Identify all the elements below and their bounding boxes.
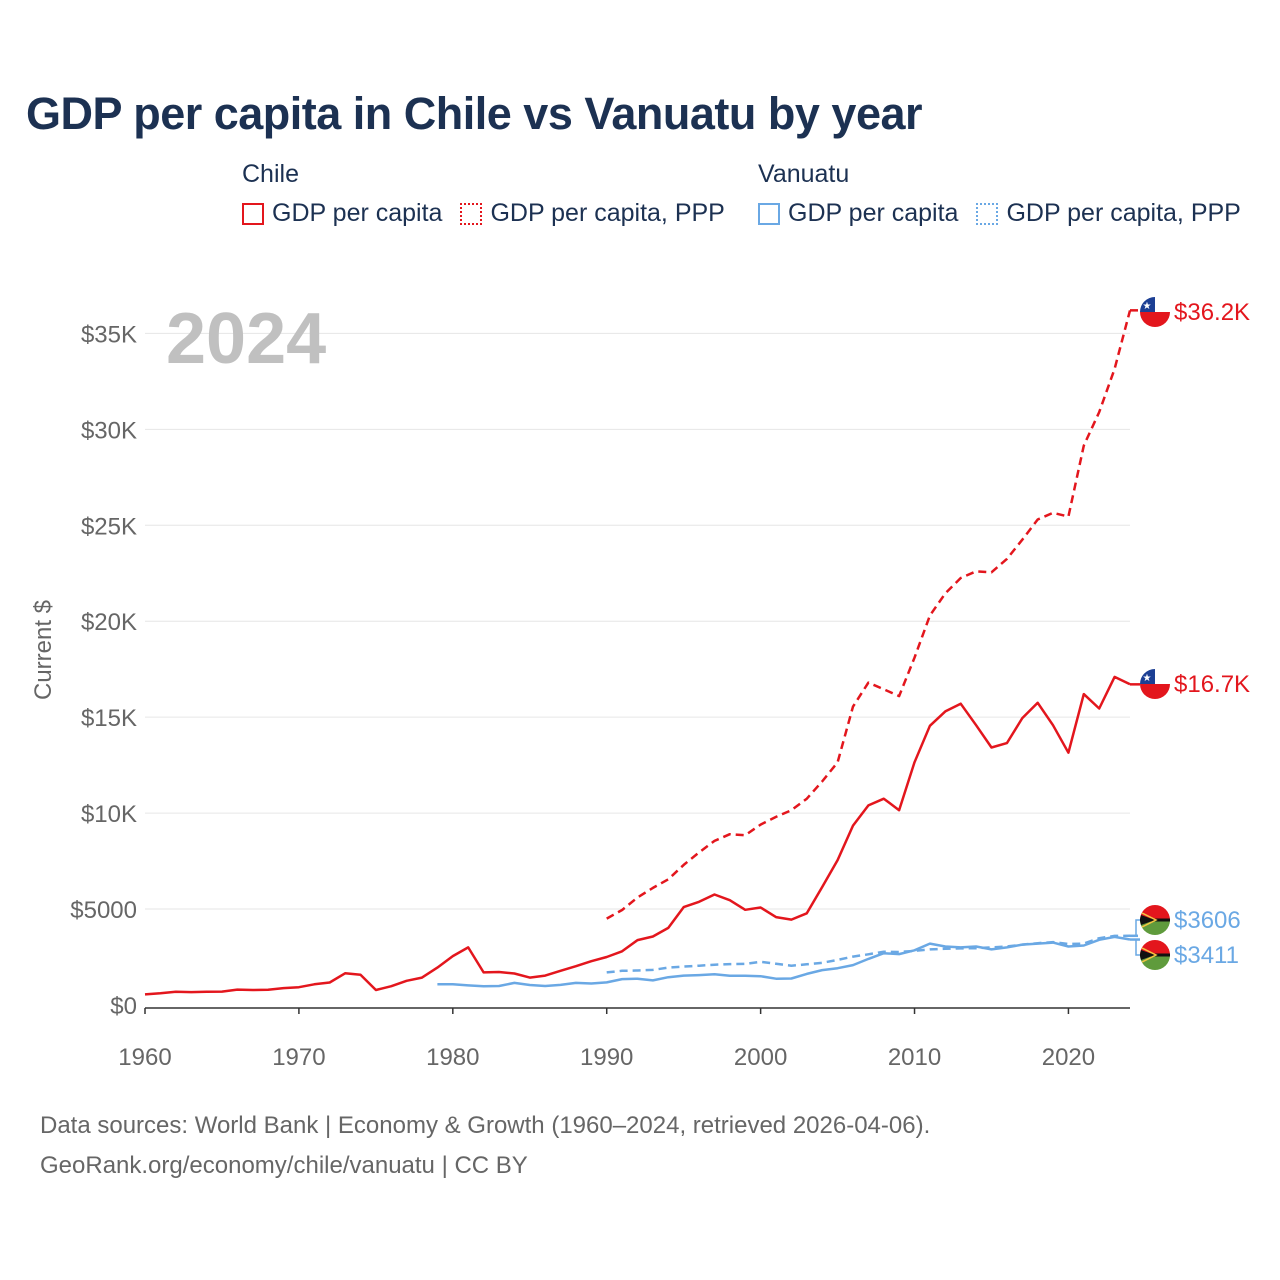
flag-blue-canton <box>1140 297 1155 312</box>
legend-swatch-dotted-icon <box>976 202 999 225</box>
x-tick-label: 2000 <box>734 1044 787 1071</box>
x-tick-label: 1960 <box>118 1044 171 1071</box>
y-tick-label: $35K <box>81 321 137 348</box>
legend-group-chile: Chile GDP per capita GDP per capita, PPP <box>242 160 725 228</box>
series-end-label: $36.2K <box>1174 299 1250 326</box>
flag-star-icon: ★ <box>1143 673 1152 684</box>
x-tick-label: 2010 <box>888 1044 941 1071</box>
label-connector <box>1130 919 1142 937</box>
legend-group-vanuatu: Vanuatu GDP per capita GDP per capita, P… <box>758 160 1241 228</box>
chile-flag-icon: ★ <box>1140 297 1170 327</box>
footer: Data sources: World Bank | Economy & Gro… <box>40 1106 930 1186</box>
legend-item-chile-gdp-ppp[interactable]: GDP per capita, PPP <box>460 199 725 228</box>
series-end-label: $16.7K <box>1174 671 1250 698</box>
x-tick-label: 2020 <box>1042 1044 1095 1071</box>
flag-blue-canton <box>1140 669 1155 684</box>
vanuatu-flag-icon <box>1140 940 1170 970</box>
x-tick-label: 1980 <box>426 1044 479 1071</box>
flag-stripe <box>1141 947 1158 963</box>
chile-flag-icon: ★ <box>1140 669 1170 699</box>
flag-red-band <box>1140 684 1170 699</box>
legend-swatch-dotted-icon <box>460 202 483 225</box>
series-line-3 <box>606 934 1131 974</box>
y-tick-label: $0 <box>110 993 137 1020</box>
flag-stripe <box>1141 912 1158 928</box>
y-tick-label: $25K <box>81 513 137 540</box>
series-end-label: $3411 <box>1174 942 1239 969</box>
label-connector <box>1130 938 1142 956</box>
series-end-label: $3606 <box>1174 907 1241 934</box>
footer-link[interactable]: GeoRank.org/economy/chile/vanuatu | CC B… <box>40 1152 528 1179</box>
y-tick-label: $20K <box>81 609 137 636</box>
chart-title: GDP per capita in Chile vs Vanuatu by ye… <box>26 88 923 139</box>
legend-group-title: Vanuatu <box>758 160 850 188</box>
legend-item-label: GDP per capita, PPP <box>490 199 725 227</box>
flag-red-band <box>1140 312 1170 327</box>
flag-star-icon: ★ <box>1143 301 1152 312</box>
year-watermark: 2024 <box>166 299 326 379</box>
flag-triangle <box>1140 915 1155 925</box>
y-tick-label: $15K <box>81 705 137 732</box>
legend-swatch-solid-icon <box>758 202 780 225</box>
legend-item-vanuatu-gdp-ppp[interactable]: GDP per capita, PPP <box>976 199 1241 228</box>
x-tick-label: 1970 <box>272 1044 325 1071</box>
legend-item-label: GDP per capita <box>272 199 443 227</box>
legend-item-chile-gdp[interactable]: GDP per capita <box>242 199 442 228</box>
footer-sources: Data sources: World Bank | Economy & Gro… <box>40 1112 931 1139</box>
y-tick-label: $30K <box>81 417 137 444</box>
y-tick-label: $5000 <box>70 897 137 924</box>
series-line-0 <box>144 675 1131 996</box>
y-tick-label: $10K <box>81 801 137 828</box>
legend-swatch-solid-icon <box>242 202 264 225</box>
x-tick-label: 1990 <box>580 1044 633 1071</box>
legend-group-title: Chile <box>242 160 299 188</box>
flag-triangle <box>1140 950 1155 960</box>
legend-item-vanuatu-gdp[interactable]: GDP per capita <box>758 199 958 228</box>
y-axis-label: Current $ <box>30 600 57 700</box>
series-line-1 <box>606 310 1132 920</box>
legend-item-label: GDP per capita <box>788 199 959 227</box>
vanuatu-flag-icon <box>1140 905 1170 935</box>
legend-item-label: GDP per capita, PPP <box>1006 199 1241 227</box>
